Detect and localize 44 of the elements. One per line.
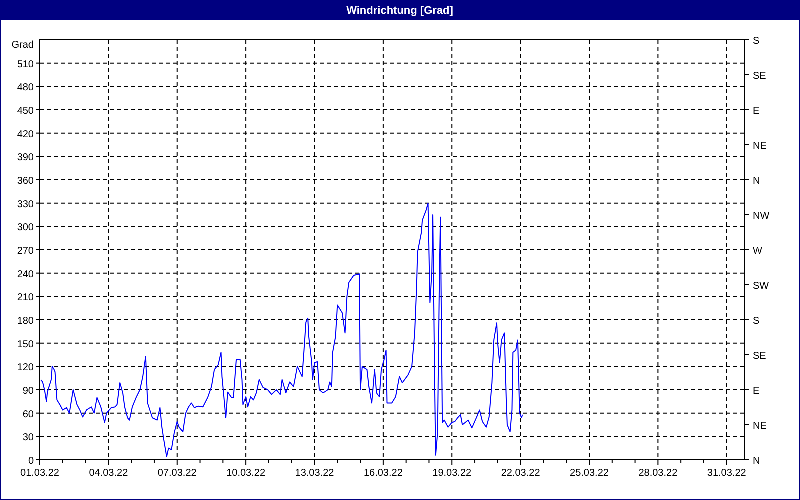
category-label: SE [753,71,766,82]
x-tick-label: 04.03.22 [89,468,129,479]
x-tick-label: 07.03.22 [158,468,198,479]
y-axis-title: Grad [12,40,34,51]
x-tick-label: 01.03.22 [20,468,60,479]
x-tick-label: 22.03.22 [501,468,541,479]
category-label: N [753,456,760,467]
y-tick-label: 360 [17,176,34,187]
x-tick-label: 10.03.22 [226,468,266,479]
x-tick-label: 28.03.22 [638,468,678,479]
x-tick-label: 19.03.22 [432,468,472,479]
y-tick-label: 270 [17,246,34,257]
category-label: E [753,106,760,117]
category-label: SE [753,351,766,362]
x-tick-label: 25.03.22 [570,468,610,479]
y-tick-label: 180 [17,316,34,327]
category-label: NE [753,421,767,432]
y-tick-label: 330 [17,199,34,210]
y-tick-label: 510 [17,59,34,70]
category-label: W [753,246,762,257]
y-tick-label: 120 [17,362,34,374]
y-tick-label: 480 [17,82,34,94]
category-label: SW [753,281,770,292]
y-tick-label: 30 [22,432,34,444]
chart-title: Windrichtung [Grad] [346,5,454,17]
y-tick-label: 300 [17,222,34,234]
x-tick-label: 16.03.22 [364,468,404,479]
x-tick-label: 31.03.22 [707,468,747,479]
y-tick-label: 210 [17,292,34,304]
category-label: S [753,36,760,47]
y-tick-label: 450 [17,106,34,117]
y-tick-label: 0 [28,456,34,467]
y-tick-label: 60 [22,409,34,420]
y-tick-label: 420 [17,129,34,140]
x-tick-label: 13.03.22 [295,468,335,479]
category-label: S [753,316,760,327]
category-label: N [753,176,760,187]
category-label: E [753,386,760,397]
category-label: NE [753,141,767,152]
y-tick-label: 90 [22,386,34,397]
y-tick-label: 150 [17,339,34,350]
category-label: NW [753,211,770,222]
y-tick-label: 390 [17,152,34,164]
y-tick-label: 240 [17,269,34,280]
